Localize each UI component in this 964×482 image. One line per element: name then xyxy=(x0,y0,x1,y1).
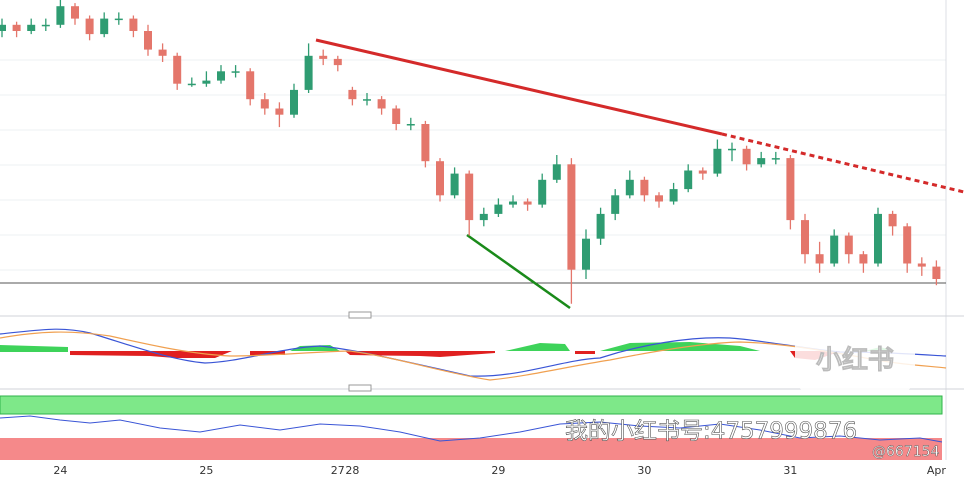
candle-body xyxy=(129,18,138,31)
candle-body xyxy=(202,80,211,84)
candle-body xyxy=(669,189,678,202)
macd-negative xyxy=(70,351,840,360)
candle-body xyxy=(582,238,590,270)
pane-handle xyxy=(348,384,372,392)
oversold-zone xyxy=(0,438,942,460)
candle-body xyxy=(844,235,853,255)
handle-text: @667154 xyxy=(872,444,940,460)
candle-body xyxy=(567,164,576,270)
trend-line-projection xyxy=(721,132,964,194)
candle-body xyxy=(187,83,196,86)
candle-body xyxy=(655,195,663,202)
candle-body xyxy=(786,158,795,221)
x-tick-label: 30 xyxy=(637,464,651,477)
candle-body xyxy=(27,24,36,31)
candle-body xyxy=(0,24,6,31)
candle-body xyxy=(757,158,766,165)
candle-body xyxy=(436,161,444,196)
trend-line xyxy=(315,38,723,136)
candle-body xyxy=(450,173,459,196)
candles xyxy=(0,0,941,304)
candle-body xyxy=(333,58,342,66)
pane-handle xyxy=(348,311,372,319)
candle-body xyxy=(421,124,430,162)
candle-body xyxy=(713,148,722,174)
candle-body xyxy=(640,179,649,196)
candle-body xyxy=(509,201,517,205)
x-tick-label: 27 xyxy=(331,464,345,477)
candle-body xyxy=(494,204,503,214)
overbought-zone xyxy=(0,395,943,415)
divergence-line xyxy=(466,233,571,310)
x-tick-label: Apr xyxy=(927,464,947,477)
x-tick-label: 31 xyxy=(783,464,797,477)
candle-body xyxy=(41,24,50,27)
candle-body xyxy=(552,164,561,180)
candle-body xyxy=(231,71,240,73)
candle-body xyxy=(348,89,357,100)
watermark: 小红书 我的小红书号:4757999876 @667154 xyxy=(565,330,940,460)
candle-body xyxy=(12,24,21,31)
rsi-line xyxy=(0,415,943,443)
logo-box xyxy=(795,330,915,392)
candle-body xyxy=(71,6,79,19)
candle-body xyxy=(260,99,269,109)
candle-body xyxy=(100,18,109,35)
candle-body xyxy=(917,263,926,267)
candle-body xyxy=(932,266,941,279)
candle-body xyxy=(888,213,897,227)
candle-body xyxy=(625,179,634,196)
candle-body xyxy=(275,108,284,115)
x-tick-label: 29 xyxy=(491,464,505,477)
account-text: 我的小红书号:4757999876 xyxy=(565,419,857,445)
candle-body xyxy=(85,18,94,35)
candle-body xyxy=(874,213,882,264)
candle-body xyxy=(903,226,912,264)
candle-body xyxy=(158,49,167,56)
candle-body xyxy=(56,6,65,25)
candle-body xyxy=(728,148,736,151)
candle-body xyxy=(217,71,225,81)
candle-body xyxy=(596,213,605,239)
candle-body xyxy=(465,173,474,221)
rsi-pane xyxy=(0,395,943,460)
candle-body xyxy=(538,179,547,205)
candle-body xyxy=(114,18,123,21)
candle-body xyxy=(698,170,707,174)
candle-body xyxy=(406,124,415,126)
x-tick-label: 28 xyxy=(345,464,359,477)
x-axis: 24 25 27 28 29 30 31 Apr xyxy=(53,464,946,477)
candle-body xyxy=(363,99,371,101)
candle-body xyxy=(771,158,780,160)
candle-body xyxy=(392,108,401,124)
logo-text: 小红书 xyxy=(816,345,894,376)
candle-body xyxy=(319,55,328,59)
candle-body xyxy=(859,254,868,264)
candle-body xyxy=(377,99,386,109)
candle-body xyxy=(611,195,620,214)
candle-body xyxy=(684,170,693,190)
candle-body xyxy=(801,220,809,255)
candle-body xyxy=(742,148,751,165)
candle-body xyxy=(479,213,488,221)
candle-body xyxy=(246,71,255,100)
candle-body xyxy=(830,235,839,264)
candle-body xyxy=(304,55,313,90)
x-tick-label: 24 xyxy=(53,464,67,477)
candle-body xyxy=(815,254,824,264)
candle-body xyxy=(523,201,532,205)
x-tick-label: 25 xyxy=(199,464,213,477)
candle-body xyxy=(144,31,152,50)
candle-body xyxy=(173,55,182,84)
candle-body xyxy=(290,89,298,115)
